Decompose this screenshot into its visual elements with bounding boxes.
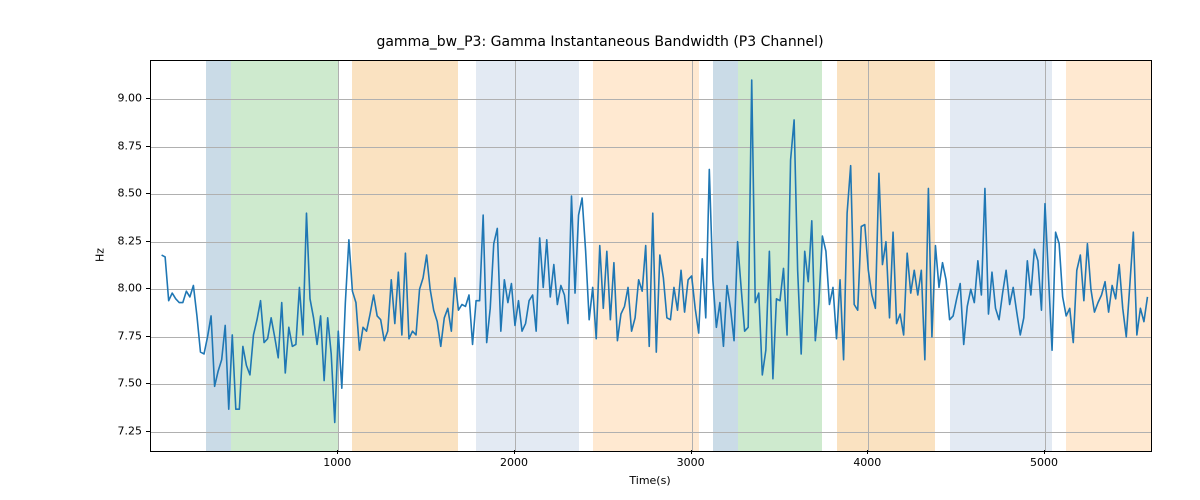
y-tick <box>146 193 150 194</box>
y-tick <box>146 98 150 99</box>
y-tick-label: 8.50 <box>118 187 143 200</box>
chart-title: gamma_bw_P3: Gamma Instantaneous Bandwid… <box>376 34 823 50</box>
x-tick-label: 2000 <box>500 456 528 469</box>
x-tick-label: 5000 <box>1030 456 1058 469</box>
figure: gamma_bw_P3: Gamma Instantaneous Bandwid… <box>0 0 1200 500</box>
x-tick <box>514 450 515 454</box>
y-tick <box>146 431 150 432</box>
y-tick-label: 7.50 <box>118 377 143 390</box>
x-tick <box>337 450 338 454</box>
plot-area <box>150 60 1152 452</box>
y-tick-label: 9.00 <box>118 92 143 105</box>
x-tick-label: 1000 <box>323 456 351 469</box>
y-tick <box>146 288 150 289</box>
y-axis-label: Hz <box>94 248 107 262</box>
y-tick-label: 8.00 <box>118 282 143 295</box>
data-line <box>151 61 1151 451</box>
x-tick <box>691 450 692 454</box>
y-tick <box>146 383 150 384</box>
x-tick-label: 4000 <box>853 456 881 469</box>
y-tick-label: 8.25 <box>118 234 143 247</box>
y-tick-label: 8.75 <box>118 139 143 152</box>
y-tick-label: 7.75 <box>118 329 143 342</box>
x-axis-label: Time(s) <box>629 474 670 487</box>
y-tick <box>146 336 150 337</box>
y-tick-label: 7.25 <box>118 424 143 437</box>
x-tick <box>867 450 868 454</box>
x-tick <box>1044 450 1045 454</box>
y-tick <box>146 241 150 242</box>
series-line <box>162 80 1148 422</box>
y-tick <box>146 146 150 147</box>
x-tick-label: 3000 <box>677 456 705 469</box>
